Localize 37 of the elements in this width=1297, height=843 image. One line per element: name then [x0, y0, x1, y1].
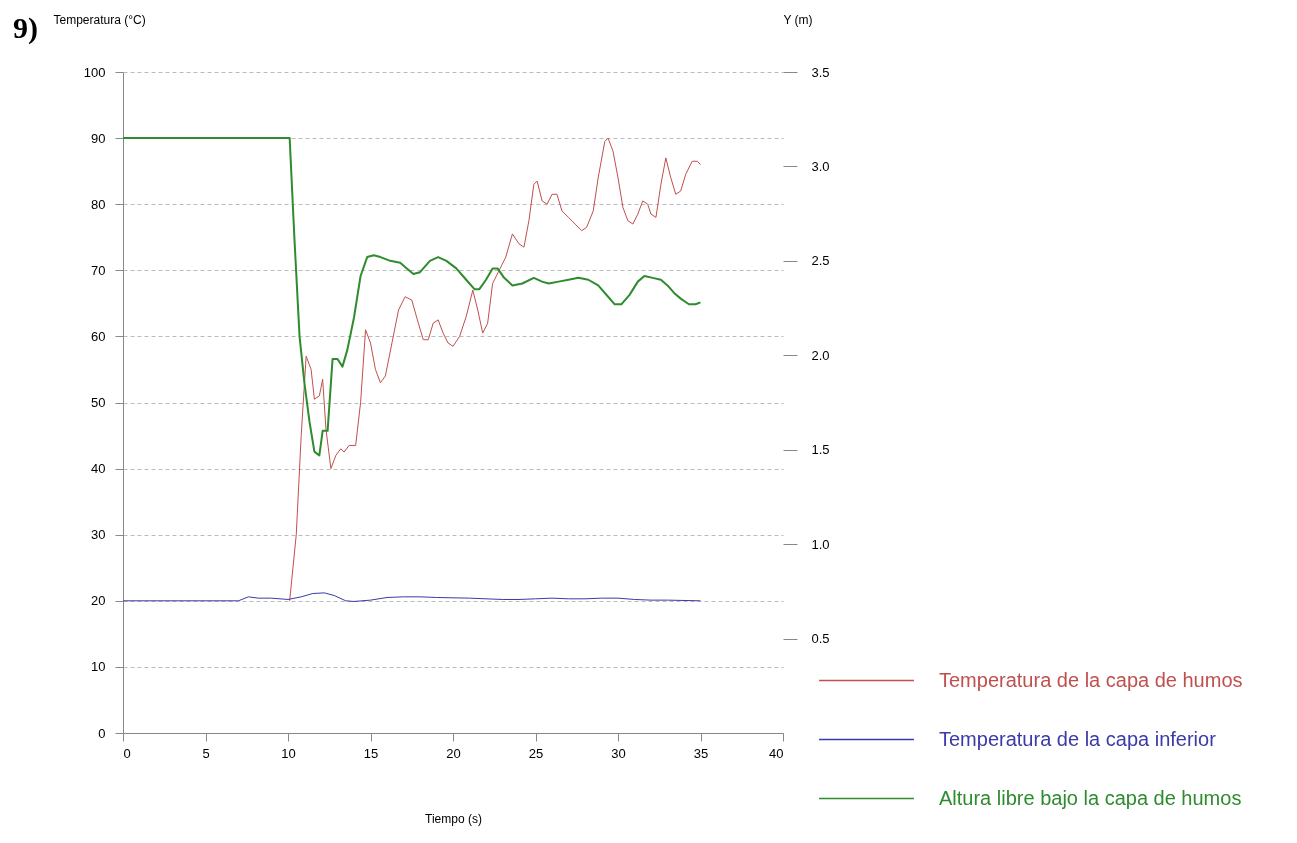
x-tick-label: 30	[611, 745, 626, 761]
y-tick-label: 30	[91, 527, 106, 543]
legend-label: Altura libre bajo la capa de humos	[939, 786, 1242, 809]
line-series	[289, 137, 701, 602]
line-series	[122, 592, 701, 602]
y-tick-label: 60	[91, 328, 106, 344]
y2-tick-label: 1.5	[811, 442, 830, 458]
y-tick-label: 0	[98, 725, 106, 741]
x-tick-label: 25	[528, 745, 544, 761]
legend-label: Temperatura de la capa inferior	[939, 727, 1217, 750]
y-tick-label: 40	[91, 461, 106, 477]
line-series	[122, 137, 702, 457]
y2-tick-label: 3.5	[811, 64, 830, 80]
y2-tick-label: 1.0	[811, 536, 830, 552]
y2-tick-label: 0.5	[811, 631, 830, 647]
y2-axis-title: Y (m)	[783, 12, 813, 27]
y-tick-label: 10	[91, 659, 106, 675]
x-tick-label: 5	[202, 745, 210, 761]
x-tick-label: 35	[693, 745, 709, 761]
y-tick-label: 50	[91, 395, 106, 410]
legend-label: Temperatura de la capa de humos	[939, 668, 1243, 691]
y-tick-label: 70	[91, 262, 106, 278]
x-tick-label: 10	[281, 745, 296, 761]
y-tick-label: 20	[91, 593, 106, 609]
x-tick-label: 15	[363, 745, 379, 761]
y-tick-label: 100	[83, 64, 106, 80]
y-tick-label: 90	[91, 130, 106, 146]
y-axis-title: Temperatura (°C)	[53, 12, 146, 27]
x-tick-label: 40	[769, 745, 784, 761]
y2-tick-label: 2.5	[811, 253, 830, 269]
x-tick-label: 20	[446, 745, 461, 761]
text: 9)	[13, 11, 38, 45]
y2-tick-label: 2.0	[811, 347, 830, 363]
y2-tick-label: 3.0	[811, 158, 830, 174]
x-tick-label: 0	[123, 745, 131, 761]
y-tick-label: 80	[91, 196, 106, 212]
x-axis-title: Tiempo (s)	[425, 811, 482, 826]
